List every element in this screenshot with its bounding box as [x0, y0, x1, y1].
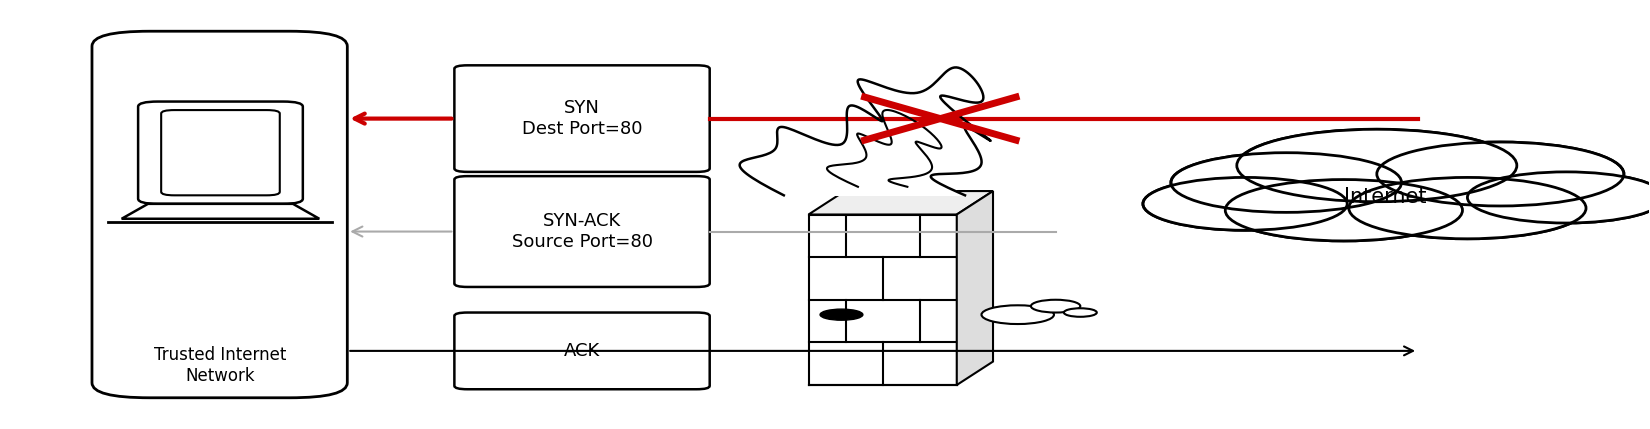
Circle shape [1467, 172, 1650, 223]
Polygon shape [122, 204, 320, 219]
Circle shape [1238, 129, 1516, 202]
Circle shape [1228, 180, 1460, 240]
Text: ACK: ACK [564, 342, 601, 360]
Text: SYN
Dest Port=80: SYN Dest Port=80 [521, 99, 642, 138]
FancyBboxPatch shape [454, 65, 710, 172]
Circle shape [1239, 130, 1515, 201]
Circle shape [1064, 308, 1097, 317]
Circle shape [1348, 178, 1586, 239]
Circle shape [1351, 178, 1584, 238]
Circle shape [1173, 153, 1399, 212]
Circle shape [1376, 142, 1624, 206]
Text: SYN-ACK
Source Port=80: SYN-ACK Source Port=80 [512, 212, 652, 251]
Text: Trusted Internet
Network: Trusted Internet Network [155, 346, 287, 385]
Polygon shape [957, 191, 993, 385]
Polygon shape [739, 67, 990, 195]
Polygon shape [808, 191, 993, 214]
Circle shape [982, 305, 1054, 324]
Circle shape [1379, 143, 1622, 205]
FancyBboxPatch shape [162, 110, 280, 195]
Polygon shape [808, 214, 957, 385]
FancyBboxPatch shape [139, 102, 304, 204]
Circle shape [1226, 180, 1462, 241]
Circle shape [1143, 178, 1346, 230]
Text: Internet: Internet [1343, 187, 1426, 208]
Circle shape [1031, 300, 1081, 313]
Circle shape [820, 309, 863, 320]
Circle shape [1470, 172, 1650, 223]
FancyBboxPatch shape [454, 313, 710, 389]
Circle shape [1172, 153, 1401, 212]
FancyBboxPatch shape [454, 176, 710, 287]
FancyBboxPatch shape [92, 31, 346, 398]
Circle shape [1145, 178, 1345, 230]
